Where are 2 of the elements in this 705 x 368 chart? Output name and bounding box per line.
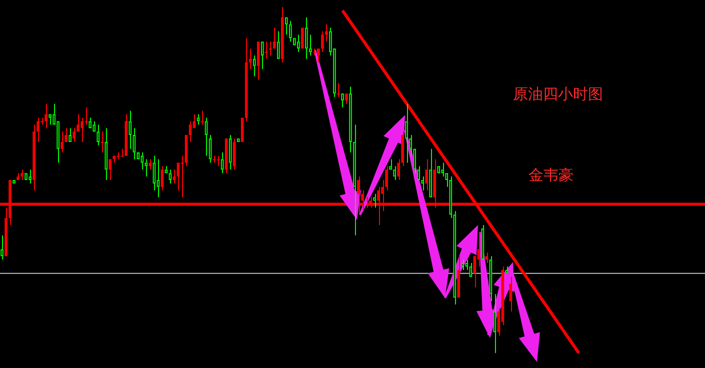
annotation: 金韦豪: [528, 166, 574, 184]
text: 原油四小时图: [513, 84, 603, 103]
